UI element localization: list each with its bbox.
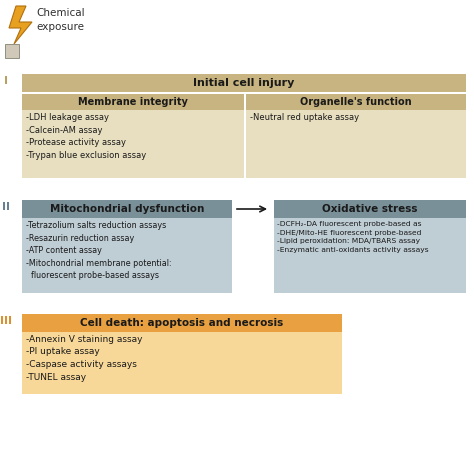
- Text: -Tetrazolium salts reduction assays
-Resazurin reduction assay
-ATP content assa: -Tetrazolium salts reduction assays -Res…: [26, 221, 172, 280]
- Bar: [22, 110, 244, 178]
- Bar: [22, 218, 232, 293]
- Text: Membrane integrity: Membrane integrity: [78, 97, 188, 107]
- Bar: [274, 200, 466, 218]
- Bar: [5, 44, 19, 58]
- Text: Initial cell injury: Initial cell injury: [193, 78, 295, 88]
- Text: Mitochondrial dysfunction: Mitochondrial dysfunction: [50, 204, 204, 214]
- Text: Chemical
exposure: Chemical exposure: [36, 8, 85, 32]
- Bar: [22, 200, 232, 218]
- Text: -Neutral red uptake assay: -Neutral red uptake assay: [250, 113, 359, 122]
- Bar: [22, 314, 342, 332]
- Bar: [22, 74, 466, 92]
- Bar: [246, 94, 466, 110]
- Text: Oxidative stress: Oxidative stress: [322, 204, 418, 214]
- Bar: [22, 94, 244, 110]
- Text: III: III: [0, 316, 12, 326]
- Text: Cell death: apoptosis and necrosis: Cell death: apoptosis and necrosis: [81, 318, 283, 328]
- Bar: [274, 218, 466, 293]
- Bar: [22, 332, 342, 394]
- Text: -DCFH₂-DA fluorescent probe-based as
-DHE/Mito-HE fluorescent probe-based
-Lipid: -DCFH₂-DA fluorescent probe-based as -DH…: [277, 221, 428, 253]
- Text: -Annexin V staining assay
-PI uptake assay
-Caspase activity assays
-TUNEL assay: -Annexin V staining assay -PI uptake ass…: [26, 335, 143, 382]
- Text: -LDH leakage assay
-Calcein-AM assay
-Protease activity assay
-Trypan blue exclu: -LDH leakage assay -Calcein-AM assay -Pr…: [26, 113, 146, 159]
- Text: Organelle's function: Organelle's function: [300, 97, 412, 107]
- Polygon shape: [9, 6, 32, 44]
- Bar: [246, 110, 466, 178]
- Text: I: I: [4, 76, 8, 86]
- Text: II: II: [2, 202, 10, 212]
